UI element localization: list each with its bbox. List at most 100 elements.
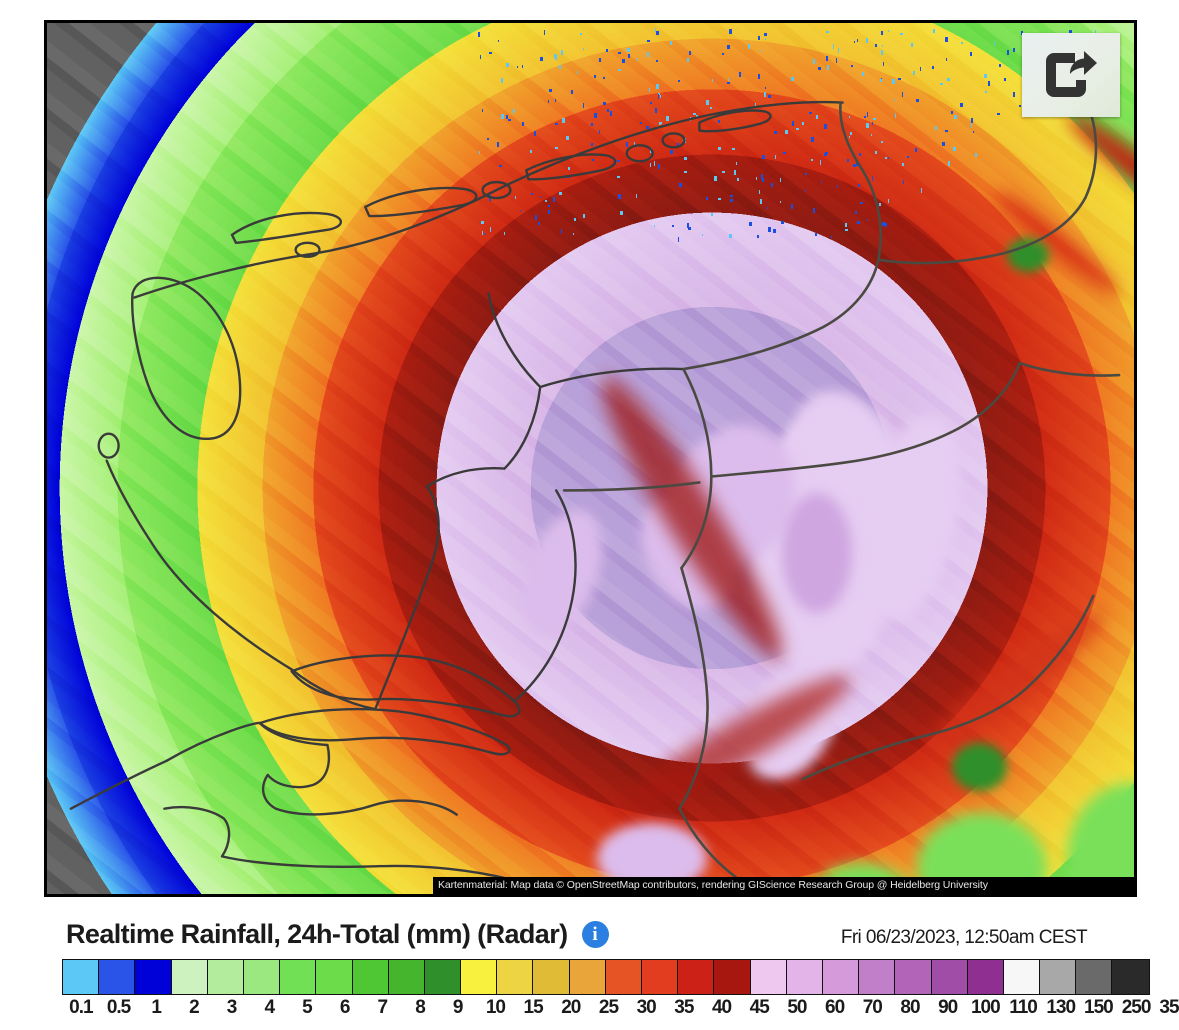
radar-speckle [712, 79, 713, 82]
radar-speckle [714, 176, 717, 181]
info-icon[interactable]: i [581, 921, 609, 948]
radar-speckle [821, 181, 822, 183]
radar-speckle [802, 122, 804, 125]
radar-speckle [1013, 92, 1015, 97]
radar-speckle [847, 159, 849, 162]
radar-speckle [767, 207, 768, 209]
radar-speckle [945, 37, 948, 42]
scale-swatch[interactable] [931, 960, 968, 994]
scale-swatch[interactable] [569, 960, 606, 994]
scale-swatch[interactable] [388, 960, 425, 994]
radar-speckle [606, 49, 608, 52]
scale-swatch[interactable] [859, 960, 896, 994]
radar-speckle [535, 215, 537, 220]
radar-speckle [654, 225, 655, 227]
scale-swatch[interactable] [1040, 960, 1077, 994]
radar-speckle [994, 41, 995, 46]
radar-speckle [498, 40, 499, 42]
radar-speckle [946, 58, 947, 61]
radar-speckle [833, 44, 834, 49]
radar-speckle [647, 52, 649, 57]
scale-swatch[interactable] [786, 960, 823, 994]
scale-swatch[interactable] [750, 960, 787, 994]
radar-speckle [599, 58, 601, 62]
scale-tick-label: 10 [485, 997, 506, 1018]
radar-speckle [727, 82, 730, 84]
scale-tick-label: 1 [151, 997, 162, 1018]
scale-swatch[interactable] [243, 960, 281, 994]
radar-speckle [932, 66, 934, 69]
scale-swatch[interactable] [497, 960, 534, 994]
map-attribution: Kartenmaterial: Map data © OpenStreetMap… [433, 877, 1134, 894]
scale-swatch[interactable] [1076, 960, 1113, 994]
radar-map-panel[interactable]: Kartenmaterial: Map data © OpenStreetMap… [44, 20, 1137, 897]
radar-speckle [997, 113, 1000, 115]
radar-speckle [646, 126, 649, 129]
radar-speckle [591, 123, 593, 126]
radar-speckle [759, 190, 760, 194]
scale-tick-label: 25 [598, 997, 619, 1018]
scale-swatch[interactable] [678, 960, 715, 994]
radar-speckle [888, 30, 889, 32]
scale-swatch[interactable] [316, 960, 353, 994]
scale-swatch[interactable] [63, 960, 100, 994]
scale-swatch[interactable] [207, 960, 244, 994]
scale-swatch[interactable] [895, 960, 932, 994]
radar-speckle [506, 63, 509, 67]
radar-speckle [895, 113, 896, 118]
radar-speckle [857, 39, 858, 42]
radar-speckle [768, 95, 771, 98]
radar-speckle [1004, 78, 1006, 81]
radar-speckle [1095, 30, 1096, 34]
scale-swatch[interactable] [424, 960, 462, 994]
radar-speckle [677, 143, 679, 147]
scale-swatch[interactable] [280, 960, 317, 994]
radar-speckle [591, 143, 593, 146]
radar-speckle [544, 30, 545, 35]
radar-speckle [1019, 105, 1021, 107]
scale-swatch[interactable] [642, 960, 679, 994]
scale-swatch[interactable] [605, 960, 642, 994]
radar-speckle [730, 199, 733, 202]
radar-speckle [873, 118, 876, 120]
radar-speckle [478, 32, 480, 37]
scale-tick-label: 20 [561, 997, 581, 1018]
radar-speckle [866, 38, 868, 43]
radar-speckle [888, 157, 889, 159]
scale-swatch[interactable] [171, 960, 208, 994]
scale-swatch[interactable] [135, 960, 172, 994]
radar-speckle [942, 142, 945, 146]
radar-speckle [1069, 30, 1072, 35]
scale-swatch[interactable] [1112, 960, 1149, 994]
scale-swatch[interactable] [714, 960, 751, 994]
radar-speckle [920, 67, 921, 71]
scale-swatch[interactable] [1003, 960, 1041, 994]
scale-swatch[interactable] [822, 960, 860, 994]
radar-speckle [940, 83, 943, 85]
radar-speckle [684, 157, 687, 160]
scale-swatch[interactable] [533, 960, 570, 994]
radar-speckle [809, 112, 812, 114]
radar-speckle [1007, 50, 1009, 55]
radar-speckle [849, 136, 850, 138]
radar-speckle [656, 127, 659, 129]
radar-speckle [670, 150, 673, 154]
radar-speckle [836, 58, 837, 63]
radar-speckle [722, 171, 725, 173]
scale-swatch[interactable] [99, 960, 136, 994]
radar-speckle [880, 79, 882, 82]
scale-swatch[interactable] [461, 960, 498, 994]
scale-swatch[interactable] [967, 960, 1004, 994]
color-scale-bar[interactable] [62, 959, 1150, 995]
share-export-button[interactable] [1022, 33, 1120, 117]
radar-speckle [771, 183, 773, 187]
radar-speckle [687, 58, 689, 62]
radar-speckle [501, 78, 503, 83]
radar-speckle [620, 211, 623, 215]
radar-speckle [548, 210, 550, 214]
radar-speckle [734, 170, 736, 175]
radar-speckle [885, 157, 887, 159]
radar-speckle [898, 78, 901, 80]
scale-swatch[interactable] [352, 960, 389, 994]
radar-speckle [867, 219, 868, 221]
